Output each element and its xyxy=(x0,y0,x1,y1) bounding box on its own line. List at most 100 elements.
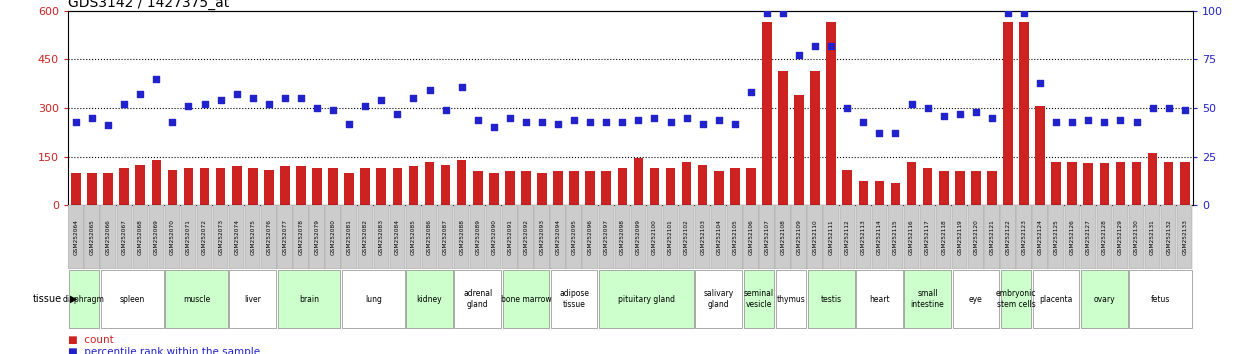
Text: lung: lung xyxy=(365,295,382,304)
Text: GSM252124: GSM252124 xyxy=(1037,219,1043,255)
Text: GSM252128: GSM252128 xyxy=(1101,219,1107,255)
FancyBboxPatch shape xyxy=(775,205,791,269)
FancyBboxPatch shape xyxy=(148,205,164,269)
FancyBboxPatch shape xyxy=(438,205,454,269)
Bar xyxy=(1084,163,1093,205)
FancyBboxPatch shape xyxy=(101,270,163,328)
Bar xyxy=(409,166,418,205)
FancyBboxPatch shape xyxy=(325,205,341,269)
Text: GSM252098: GSM252098 xyxy=(619,219,625,255)
FancyBboxPatch shape xyxy=(84,205,100,269)
Text: GSM252118: GSM252118 xyxy=(941,219,947,255)
FancyBboxPatch shape xyxy=(646,205,662,269)
Point xyxy=(789,53,808,58)
Bar xyxy=(1004,22,1012,205)
FancyBboxPatch shape xyxy=(1001,270,1031,328)
Point xyxy=(981,115,1001,120)
Bar xyxy=(200,168,209,205)
FancyBboxPatch shape xyxy=(1033,270,1079,328)
FancyBboxPatch shape xyxy=(357,205,373,269)
Point xyxy=(67,119,87,125)
FancyBboxPatch shape xyxy=(1048,205,1064,269)
Point xyxy=(1031,80,1051,85)
FancyBboxPatch shape xyxy=(1032,205,1048,269)
Bar xyxy=(586,171,595,205)
Text: GSM252095: GSM252095 xyxy=(571,219,577,255)
Bar xyxy=(923,168,932,205)
FancyBboxPatch shape xyxy=(213,205,229,269)
Text: GSM252104: GSM252104 xyxy=(716,219,722,255)
Bar xyxy=(1052,161,1060,205)
Text: GSM252129: GSM252129 xyxy=(1117,219,1124,255)
FancyBboxPatch shape xyxy=(823,205,839,269)
Bar xyxy=(265,170,273,205)
FancyBboxPatch shape xyxy=(679,205,695,269)
Point xyxy=(483,125,504,130)
Point xyxy=(549,121,569,126)
Text: GSM252093: GSM252093 xyxy=(539,219,545,255)
Point xyxy=(885,131,905,136)
Bar xyxy=(329,168,337,205)
FancyBboxPatch shape xyxy=(197,205,213,269)
Bar xyxy=(441,165,450,205)
Point xyxy=(499,115,519,120)
Bar xyxy=(538,173,546,205)
FancyBboxPatch shape xyxy=(277,205,293,269)
Text: GSM252074: GSM252074 xyxy=(234,219,240,255)
Text: GSM252078: GSM252078 xyxy=(298,219,304,255)
Bar xyxy=(72,173,80,205)
Point xyxy=(146,76,166,81)
Point xyxy=(371,97,391,103)
FancyBboxPatch shape xyxy=(389,205,405,269)
Text: salivary
gland: salivary gland xyxy=(703,290,734,309)
Point xyxy=(1142,105,1162,111)
Bar xyxy=(1180,161,1189,205)
Point xyxy=(324,107,344,113)
Bar xyxy=(730,168,739,205)
Point xyxy=(740,90,760,95)
Text: GSM252110: GSM252110 xyxy=(812,219,818,255)
Bar xyxy=(955,171,964,205)
FancyBboxPatch shape xyxy=(230,270,276,328)
FancyBboxPatch shape xyxy=(696,270,742,328)
Point xyxy=(1063,119,1083,125)
Bar xyxy=(184,168,193,205)
FancyBboxPatch shape xyxy=(341,205,357,269)
FancyBboxPatch shape xyxy=(630,205,646,269)
Point xyxy=(660,119,680,125)
Text: GSM252100: GSM252100 xyxy=(651,219,658,255)
FancyBboxPatch shape xyxy=(1130,270,1192,328)
Bar xyxy=(714,171,723,205)
Bar xyxy=(1036,106,1044,205)
Text: GSM252082: GSM252082 xyxy=(362,219,368,255)
Text: GSM252085: GSM252085 xyxy=(410,219,417,255)
Text: embryonic
stem cells: embryonic stem cells xyxy=(996,290,1036,309)
FancyBboxPatch shape xyxy=(1161,205,1177,269)
Bar xyxy=(88,173,96,205)
Bar xyxy=(473,171,482,205)
Text: GSM252075: GSM252075 xyxy=(250,219,256,255)
FancyBboxPatch shape xyxy=(180,205,197,269)
Point xyxy=(724,121,744,126)
Text: GSM252115: GSM252115 xyxy=(892,219,899,255)
FancyBboxPatch shape xyxy=(373,205,389,269)
Bar xyxy=(634,158,643,205)
Point xyxy=(274,96,294,101)
Text: GSM252087: GSM252087 xyxy=(442,219,449,255)
FancyBboxPatch shape xyxy=(470,205,486,269)
FancyBboxPatch shape xyxy=(791,205,807,269)
FancyBboxPatch shape xyxy=(598,205,614,269)
Bar xyxy=(795,95,803,205)
Point xyxy=(1174,107,1194,113)
Point xyxy=(581,119,601,125)
Text: kidney: kidney xyxy=(417,295,442,304)
Text: GSM252109: GSM252109 xyxy=(796,219,802,255)
Text: GSM252077: GSM252077 xyxy=(282,219,288,255)
Bar xyxy=(939,171,948,205)
Text: placenta: placenta xyxy=(1039,295,1073,304)
Text: GSM252091: GSM252091 xyxy=(507,219,513,255)
Point xyxy=(403,96,423,101)
Text: GSM252106: GSM252106 xyxy=(748,219,754,255)
Text: GSM252133: GSM252133 xyxy=(1182,219,1188,255)
FancyBboxPatch shape xyxy=(952,205,968,269)
